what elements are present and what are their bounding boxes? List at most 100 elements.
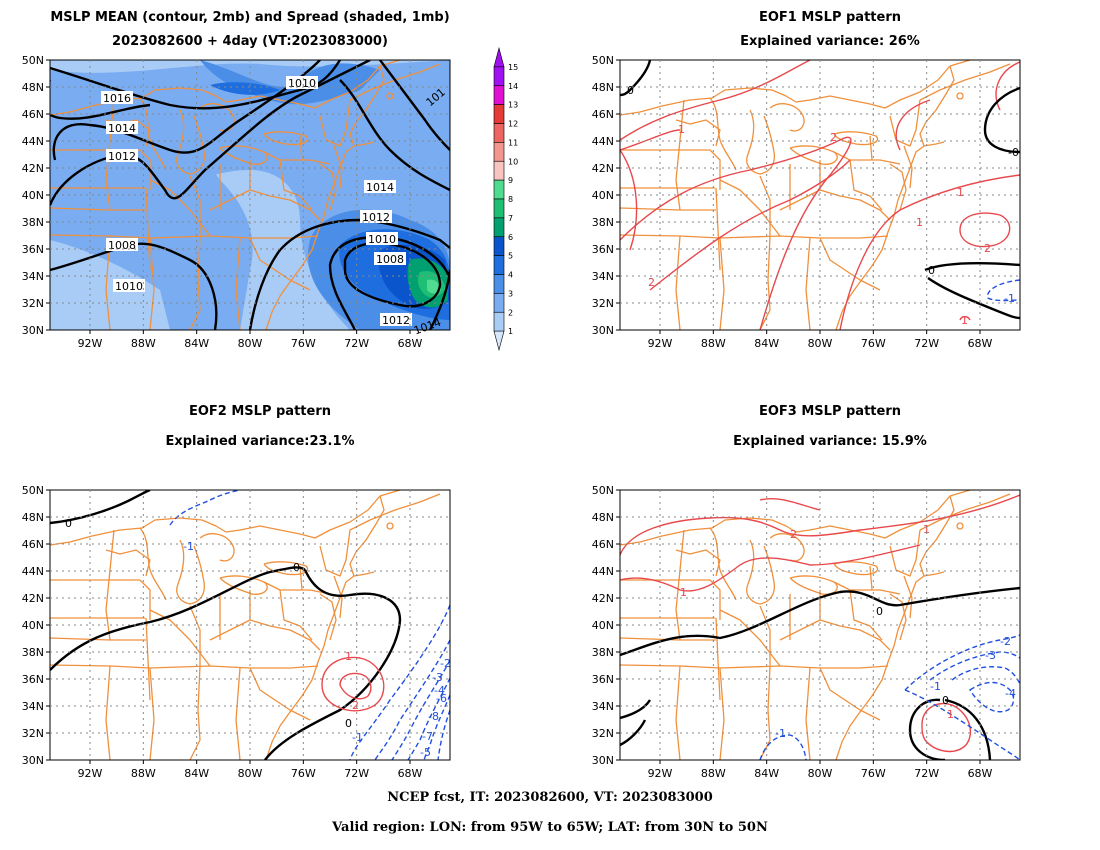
lat-tick-label: 40N	[22, 619, 44, 632]
lon-tick-label: 88W	[701, 337, 726, 350]
contour-label: -8	[428, 710, 439, 723]
contour-label: -1	[183, 540, 194, 553]
grid-lines	[50, 60, 1020, 760]
colorbar-label: 7	[508, 214, 513, 223]
contour-label: 1012	[108, 150, 136, 163]
contour-label: 2	[352, 699, 359, 712]
lat-tick-label: 32N	[592, 297, 614, 310]
contour-label: -3	[432, 671, 443, 684]
lat-tick-label: 32N	[22, 297, 44, 310]
contour-label: 0	[65, 517, 72, 530]
colorbar-label: 15	[508, 63, 518, 72]
contour-label: -4	[434, 684, 445, 697]
contour-label: 0	[627, 84, 634, 97]
contour-label: 1014	[108, 122, 136, 135]
contour-label: 1	[345, 650, 352, 663]
lon-tick-label: 72W	[344, 767, 369, 780]
lat-tick-label: 32N	[592, 727, 614, 740]
contour-label: 0	[928, 264, 935, 277]
lon-tick-label: 84W	[754, 337, 779, 350]
lon-tick-label: 88W	[131, 337, 156, 350]
lat-tick-label: 46N	[22, 108, 44, 121]
contour-label: -5	[420, 746, 431, 759]
lat-tick-label: 42N	[592, 592, 614, 605]
lat-tick-label: 44N	[592, 135, 614, 148]
eof1-contour-labels: 0 1 2 1 1 2 0 -1 1 -0 2	[627, 84, 1019, 327]
lon-tick-label: 92W	[78, 767, 103, 780]
lon-tick-label: 72W	[914, 767, 939, 780]
lon-tick-label: 76W	[861, 767, 886, 780]
colorbar-label: 8	[508, 195, 513, 204]
lat-tick-label: 44N	[22, 565, 44, 578]
contour-label: -3	[985, 649, 996, 662]
colorbar-swatch	[493, 142, 505, 162]
lat-tick-label: 40N	[592, 619, 614, 632]
panel-eof2-title: EOF2 MSLP pattern	[188, 404, 331, 419]
colorbar-swatch	[493, 123, 505, 143]
lon-tick-label: 88W	[131, 767, 156, 780]
colorbar-top-arrow	[493, 46, 505, 68]
lat-tick-label: 36N	[22, 243, 44, 256]
lat-tick-label: 48N	[22, 81, 44, 94]
contour-label: -1	[775, 727, 786, 740]
eof3-contour-labels: 1 2 1 0 -2 -3 -4 -1 -1 0 1	[680, 523, 1016, 740]
colorbar-label: 14	[508, 82, 518, 91]
panel-eof1-subtitle: Explained variance: 26%	[740, 34, 920, 49]
contour-label: 1	[947, 708, 954, 721]
lat-tick-label: 40N	[22, 189, 44, 202]
lat-tick-label: 36N	[22, 673, 44, 686]
lon-tick-label: 68W	[398, 767, 423, 780]
colorbar-swatch	[493, 179, 505, 200]
contour-label: 1010	[115, 280, 143, 293]
lon-tick-label: 84W	[184, 767, 209, 780]
lat-tick-label: 30N	[22, 754, 44, 767]
lat-tick-label: 42N	[22, 162, 44, 175]
lon-tick-label: 80W	[808, 337, 833, 350]
lat-tick-label: 34N	[592, 700, 614, 713]
lat-tick-label: 30N	[592, 324, 614, 337]
lat-tick-label: 50N	[22, 54, 44, 67]
contour-label: 1	[916, 216, 923, 229]
lat-tick-label: 38N	[592, 216, 614, 229]
colorbar-label: 12	[508, 120, 518, 129]
colorbar-swatch	[493, 85, 505, 105]
lon-tick-label: 88W	[701, 767, 726, 780]
lon-tick-label: 92W	[648, 337, 673, 350]
lat-tick-label: 36N	[592, 243, 614, 256]
lat-tick-label: 50N	[592, 54, 614, 67]
lat-tick-label: 44N	[592, 565, 614, 578]
colorbar-swatch	[493, 160, 505, 181]
contour-label: 1008	[376, 253, 404, 266]
panel-mean: 1016 1014 1012 1010 1008 1010 1014 1012 …	[49, 59, 451, 337]
lon-tick-label: 72W	[344, 337, 369, 350]
contour-label: 2	[648, 276, 655, 289]
lat-tick-label: 46N	[22, 538, 44, 551]
lat-tick-label: 42N	[592, 162, 614, 175]
footer-valid-region: Valid region: LON: from 95W to 65W; LAT:…	[332, 820, 768, 835]
lat-tick-label: 38N	[592, 646, 614, 659]
lon-tick-label: 68W	[398, 337, 423, 350]
lat-tick-label: 40N	[592, 189, 614, 202]
panel-eof1-title: EOF1 MSLP pattern	[758, 10, 901, 25]
lat-tick-label: 38N	[22, 646, 44, 659]
contour-label: -2	[1000, 635, 1011, 648]
colorbar-label: 2	[508, 308, 513, 317]
contour-label: 0	[293, 561, 300, 574]
lat-tick-label: 34N	[592, 270, 614, 283]
colorbar-swatch	[493, 104, 505, 124]
colorbar-swatch	[493, 311, 505, 332]
contour-label: 1010	[288, 77, 316, 90]
lon-tick-label: 80W	[238, 337, 263, 350]
lat-tick-label: 50N	[22, 484, 44, 497]
lon-tick-label: 76W	[291, 767, 316, 780]
contour-label: -1	[930, 680, 941, 693]
lon-tick-label: 68W	[968, 767, 993, 780]
contour-label: -7	[422, 730, 433, 743]
contour-label: -6	[436, 692, 447, 705]
lon-tick-label: 92W	[78, 337, 103, 350]
contour-label: 1016	[103, 92, 131, 105]
lat-tick-label: 36N	[592, 673, 614, 686]
colorbar-swatch	[493, 255, 505, 275]
panel-eof2-subtitle: Explained variance:23.1%	[165, 434, 355, 449]
colorbar-label: 11	[508, 138, 518, 147]
